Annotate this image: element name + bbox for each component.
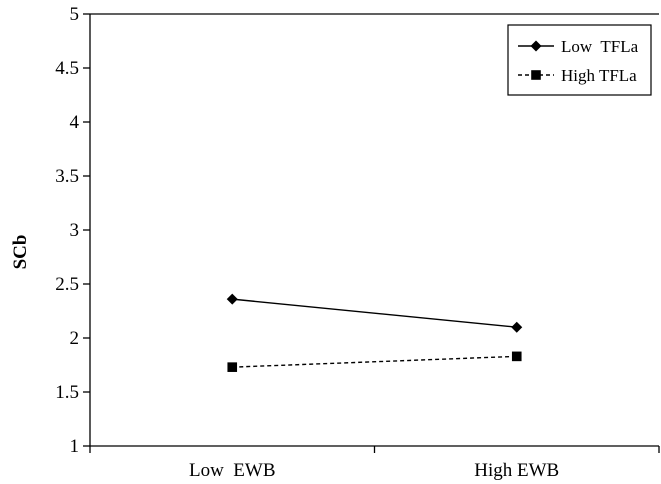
y-tick-label: 4	[70, 112, 80, 133]
y-tick-label: 2	[70, 328, 80, 349]
series-layer	[226, 293, 523, 372]
data-point	[226, 293, 238, 305]
series-line	[232, 355, 517, 368]
data-point	[511, 351, 522, 362]
legend-box	[507, 24, 652, 96]
data-point	[511, 321, 523, 333]
x-tick-label: Low EWB	[189, 460, 276, 481]
series-1	[226, 293, 523, 333]
y-ticks: 1 1.5 2 2.5 3 3.5 4 4.5 5	[55, 4, 90, 457]
y-tick-label: 3.5	[55, 166, 79, 187]
y-tick-label: 2.5	[55, 274, 79, 295]
legend: Low TFLa High TFLa	[507, 24, 652, 96]
legend-label: High TFLa	[561, 66, 637, 85]
series-2	[227, 351, 522, 372]
legend-label: Low TFLa	[561, 37, 639, 56]
y-axis-title: SCb	[10, 235, 31, 270]
y-tick-label: 5	[70, 4, 80, 25]
data-point	[227, 362, 238, 372]
legend-marker	[531, 70, 541, 80]
series-line	[232, 298, 517, 328]
legend-item: Low TFLa	[518, 37, 639, 56]
y-tick-label: 3	[70, 220, 80, 241]
x-ticks: Low EWB High EWB	[89, 446, 660, 481]
y-tick-label: 4.5	[55, 58, 79, 79]
legend-marker	[530, 40, 542, 52]
legend-items: Low TFLa High TFLa	[518, 37, 639, 85]
x-tick-label: High EWB	[474, 460, 559, 481]
y-tick-label: 1.5	[55, 382, 79, 403]
y-tick-label: 1	[70, 436, 80, 457]
legend-item: High TFLa	[518, 66, 637, 85]
